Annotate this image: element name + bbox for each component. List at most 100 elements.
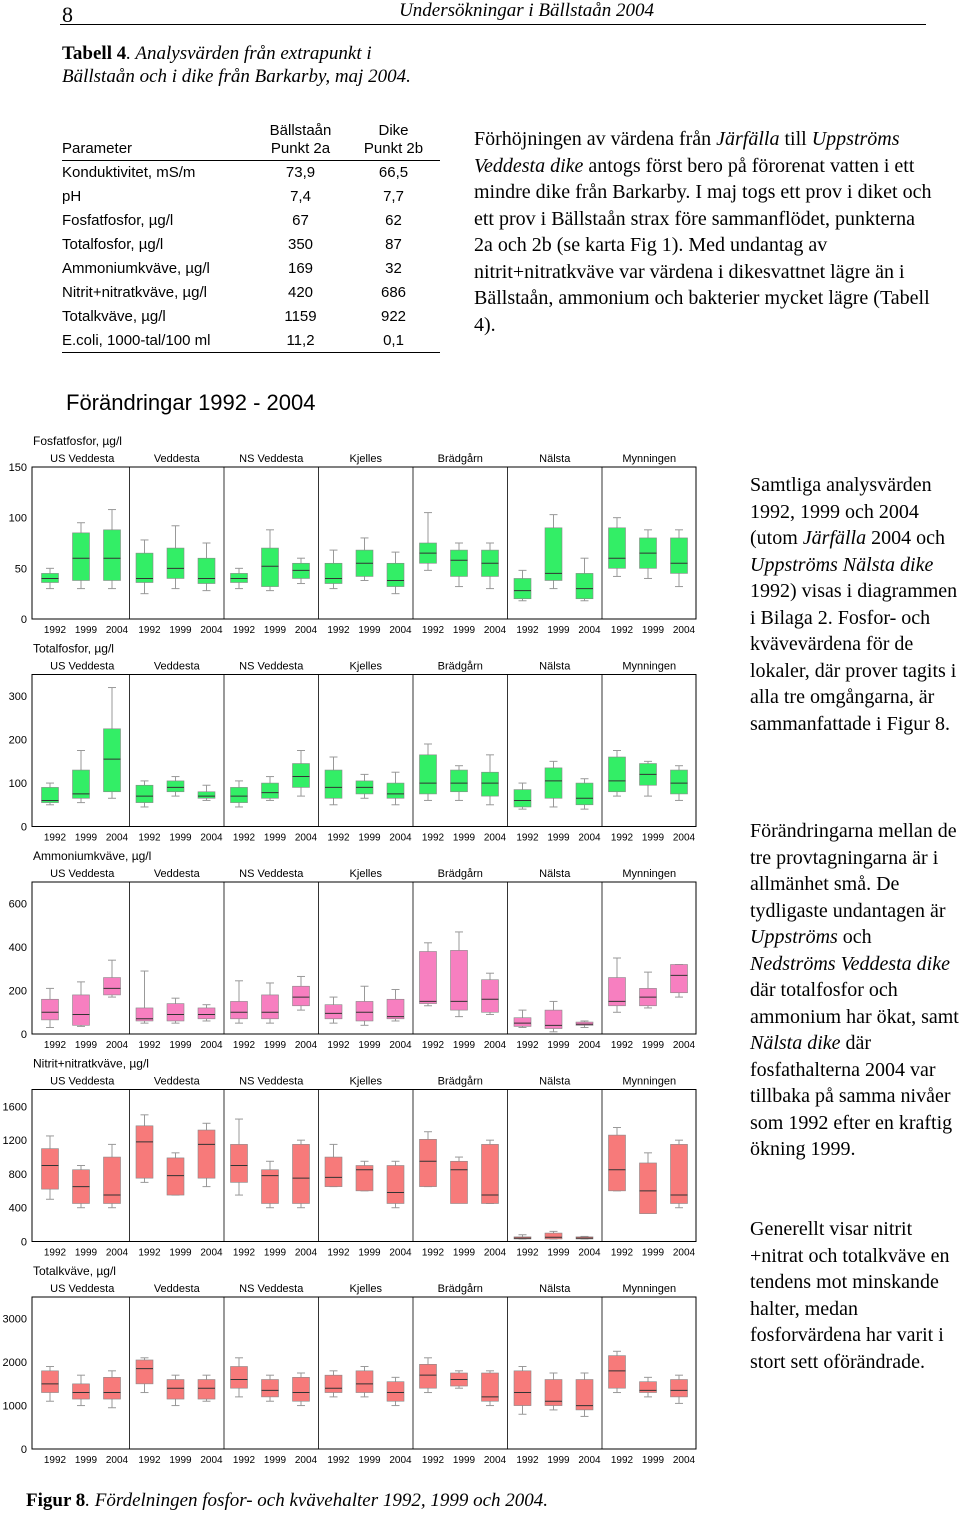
box — [166, 780, 185, 793]
plot-frame — [31, 674, 697, 827]
box — [72, 1383, 90, 1400]
box — [41, 573, 59, 583]
side-paragraph-2: Förändringarna mellan de tre provtagning… — [750, 818, 960, 1163]
box — [324, 1374, 343, 1393]
panel-title: Nitrit+nitratkväve, µg/l — [33, 1057, 149, 1071]
x-year-label: 2004 — [389, 833, 412, 844]
y-tick-label: 0 — [21, 1029, 27, 1041]
box — [103, 1377, 121, 1400]
x-year-label: 1992 — [327, 1455, 350, 1466]
x-year-label: 1999 — [547, 625, 570, 636]
italic-place: Uppströms Nälsta dike — [750, 553, 934, 576]
box — [450, 1160, 468, 1204]
x-year-label: 1999 — [547, 1455, 570, 1466]
table-header-row: Parameter Bällstaån Punkt 2a Dike Punkt 2b — [62, 122, 440, 161]
site-label: Kjelles — [350, 1076, 383, 1088]
italic-place: Nälsta dike — [750, 1032, 841, 1054]
text-run: där totalfosfor och ammonium har ökat, s… — [750, 979, 959, 1028]
text-run: 2004 och — [866, 527, 946, 549]
x-year-label: 2004 — [200, 625, 223, 636]
box — [670, 1144, 688, 1204]
y-tick-label: 50 — [15, 563, 27, 575]
box — [670, 537, 688, 574]
panel-title: Totalkväve, µg/l — [33, 1264, 116, 1278]
header-rule — [60, 24, 926, 25]
box — [135, 552, 154, 583]
x-year-label: 1992 — [327, 1040, 350, 1051]
param-cell: E.coli, 1000-tal/100 ml — [62, 331, 211, 349]
site-label: Brädgårn — [438, 453, 483, 465]
x-year-label: 1992 — [422, 625, 445, 636]
x-year-label: 2004 — [295, 1248, 318, 1259]
y-tick-label: 100 — [9, 778, 27, 790]
body-paragraph-right: Förhöjningen av värdena från Järfälla ti… — [474, 126, 934, 338]
x-year-label: 2004 — [389, 1248, 412, 1259]
box — [450, 549, 468, 577]
box — [355, 1370, 374, 1393]
plot-frame — [31, 881, 697, 1035]
x-year-label: 1999 — [358, 625, 381, 636]
table-row: E.coli, 1000-tal/100 ml 11,2 0,1 — [62, 329, 440, 353]
box — [544, 1379, 563, 1406]
x-year-label: 1999 — [642, 1040, 665, 1051]
x-year-label: 1999 — [264, 833, 287, 844]
x-year-label: 1999 — [264, 1248, 287, 1259]
box — [292, 1377, 310, 1402]
site-label: NS Veddesta — [239, 1283, 304, 1295]
x-year-label: 1992 — [422, 1455, 445, 1466]
text-run: Förändringarna mellan de tre provtagning… — [750, 820, 957, 922]
value-b-cell: 66,5 — [378, 164, 409, 182]
x-year-label: 1999 — [75, 1040, 98, 1051]
param-cell: Ammoniumkväve, µg/l — [62, 260, 210, 277]
box — [544, 1232, 563, 1240]
x-year-label: 1992 — [44, 1455, 67, 1466]
text-run: där fosfathalterna 2004 var tillbaka på … — [750, 1032, 953, 1160]
site-label: Veddesta — [154, 661, 201, 673]
value-a-cell: 169 — [287, 260, 314, 277]
box — [230, 1144, 248, 1183]
site-label: NS Veddesta — [239, 453, 304, 465]
box — [324, 562, 343, 584]
x-year-label: 1992 — [138, 1248, 161, 1259]
x-year-label: 2004 — [484, 833, 507, 844]
site-label: Nälsta — [539, 453, 571, 465]
param-cell: Fosfatfosfor, µg/l — [62, 212, 174, 229]
value-b-cell: 32 — [385, 260, 402, 277]
site-label: Brädgårn — [438, 868, 483, 880]
site-label: US Veddesta — [50, 661, 115, 673]
box — [324, 1156, 343, 1187]
y-tick-label: 150 — [9, 462, 27, 474]
x-year-label: 2004 — [578, 1248, 601, 1259]
col-a-line2: Punkt 2a — [270, 140, 331, 157]
panel-title: Ammoniumkväve, µg/l — [33, 849, 151, 863]
x-year-label: 2004 — [389, 625, 412, 636]
site-label: Mynningen — [622, 868, 676, 880]
site-label: US Veddesta — [50, 868, 115, 880]
page-number: 8 — [62, 2, 73, 27]
y-tick-label: 1000 — [3, 1401, 27, 1413]
value-a-cell: 67 — [292, 212, 309, 229]
x-year-label: 2004 — [200, 1455, 223, 1466]
x-year-label: 2004 — [578, 833, 601, 844]
box — [575, 1021, 594, 1026]
text-run: antogs först bero på förorenat vatten i … — [474, 154, 932, 336]
value-b-cell: 62 — [385, 212, 402, 229]
site-label: Mynningen — [622, 1283, 676, 1295]
table-row: Fosfatfosfor, µg/l 67 62 — [62, 209, 440, 233]
box — [166, 1003, 185, 1022]
x-year-label: 1992 — [422, 833, 445, 844]
site-label: Mynningen — [622, 661, 676, 673]
site-label: US Veddesta — [50, 1076, 115, 1088]
box — [355, 1001, 374, 1022]
x-year-label: 2004 — [389, 1040, 412, 1051]
box — [261, 1379, 279, 1398]
box — [670, 1379, 688, 1398]
box — [72, 994, 90, 1026]
x-year-label: 2004 — [673, 1248, 696, 1259]
box — [386, 1381, 405, 1402]
box — [608, 977, 626, 1007]
box — [292, 985, 310, 1007]
figure-caption-text: . Fördelningen fosfor- och kvävehalter 1… — [85, 1490, 549, 1511]
box — [135, 784, 154, 803]
figure-title: Förändringar 1992 - 2004 — [66, 390, 316, 415]
